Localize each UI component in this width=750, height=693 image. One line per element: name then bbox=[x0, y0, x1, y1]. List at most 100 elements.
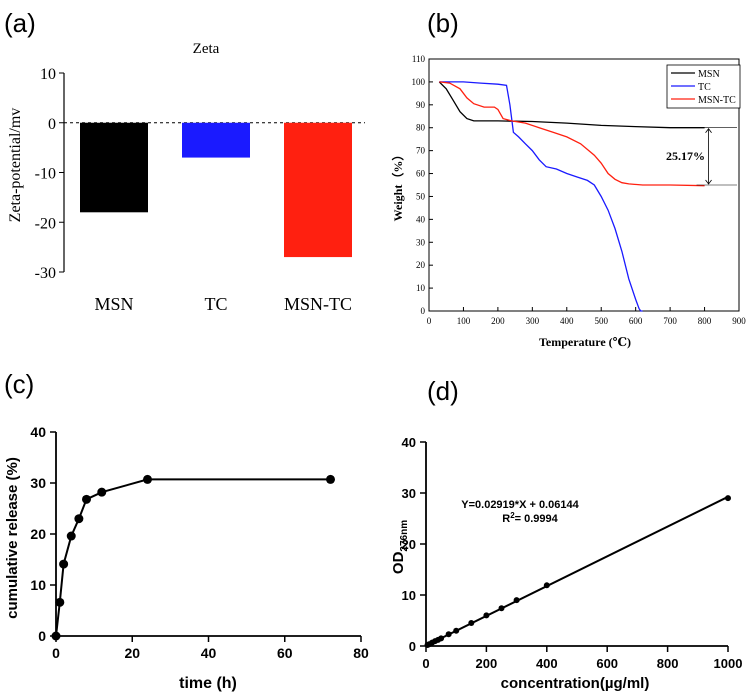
chart-c-point bbox=[97, 487, 107, 497]
chart-c-point bbox=[66, 531, 76, 541]
chart-a-ylabel: Zeta-potential/mv bbox=[7, 108, 24, 223]
chart-d-equation: Y=0.02919*X + 0.06144 bbox=[461, 499, 579, 511]
chart-b-xtick-label: 800 bbox=[698, 316, 712, 326]
chart-d-point bbox=[725, 495, 731, 502]
chart-c-xtick-label: 40 bbox=[201, 645, 217, 661]
chart-d-xtick-label: 200 bbox=[476, 656, 498, 671]
chart-d-ytick-label: 40 bbox=[402, 435, 416, 450]
chart-d-ytick-label: 0 bbox=[409, 639, 416, 654]
chart-b-xtick-label: 700 bbox=[663, 316, 677, 326]
chart-a-ytick-label: 0 bbox=[48, 116, 56, 133]
chart-b-xtick-label: 500 bbox=[594, 316, 608, 326]
chart-c-xtick-label: 20 bbox=[124, 645, 140, 661]
chart-c-point bbox=[59, 559, 69, 569]
chart-d-ylabel-main: OD bbox=[390, 551, 407, 574]
chart-b-ytick-label: 60 bbox=[416, 169, 426, 179]
chart-a-bar-msn bbox=[80, 122, 148, 213]
chart-d-ytick-label: 30 bbox=[402, 486, 416, 501]
chart-d-xtick-label: 0 bbox=[422, 656, 429, 671]
chart-d-point bbox=[438, 635, 445, 642]
chart-c-xtick-label: 60 bbox=[277, 645, 293, 661]
chart-c-ytick-label: 40 bbox=[30, 424, 46, 440]
chart-d-ytick-label: 20 bbox=[402, 537, 416, 552]
chart-a-ytick-label: -20 bbox=[35, 215, 56, 232]
chart-c-point bbox=[55, 597, 65, 607]
panel-a-label: (a) bbox=[4, 8, 36, 38]
chart-a-category-label: TC bbox=[204, 294, 227, 314]
chart-a-ytick-label: 10 bbox=[40, 66, 56, 83]
chart-b-ytick-label: 30 bbox=[416, 237, 426, 247]
chart-d-xlabel: concentration(µg/ml) bbox=[501, 675, 650, 692]
chart-a-category-label: MSN bbox=[94, 294, 133, 314]
panel-c-label: (c) bbox=[4, 369, 34, 399]
chart-d-point bbox=[453, 627, 460, 634]
chart-d-ylabel-sub: 276nm bbox=[399, 520, 410, 552]
chart-b-series-msn bbox=[438, 81, 705, 129]
chart-b: Temperature (℃) Weight（%） 0 100 200 300 400 5… bbox=[390, 54, 746, 349]
chart-d-r2-prefix: R bbox=[502, 513, 510, 525]
chart-b-series-tc bbox=[439, 81, 643, 312]
chart-b-arrowhead-down bbox=[705, 179, 712, 185]
chart-d-point bbox=[445, 631, 452, 638]
chart-d-point bbox=[543, 582, 550, 589]
chart-c-point bbox=[82, 494, 91, 504]
chart-a: Zeta Zeta-potential/mv 10 0 -10 -20 -30 MSN TC… bbox=[7, 41, 365, 314]
chart-d-r2-value: = 0.9994 bbox=[515, 513, 559, 525]
chart-b-ytick-label: 80 bbox=[416, 123, 426, 133]
chart-d-fit-line bbox=[425, 495, 729, 647]
chart-b-ytick-label: 90 bbox=[416, 100, 426, 110]
chart-b-series-msn-tc bbox=[439, 81, 705, 187]
chart-c-series-line bbox=[55, 478, 331, 637]
chart-b-xtick-label: 600 bbox=[629, 316, 643, 326]
chart-d: concentration(µg/ml) OD276nm Y=0.02919*X… bbox=[390, 435, 742, 692]
chart-d-point bbox=[498, 605, 505, 612]
panel-b-label: (b) bbox=[427, 8, 459, 38]
chart-b-annotation: 25.17% bbox=[666, 149, 705, 163]
chart-d-r2: R2= 0.9994 bbox=[502, 511, 558, 525]
chart-a-title: Zeta bbox=[193, 41, 220, 57]
chart-a-ytick-label: -30 bbox=[35, 265, 56, 282]
chart-b-ytick-label: 110 bbox=[412, 54, 426, 64]
chart-d-r2-sup: 2 bbox=[510, 511, 515, 520]
panel-d-label: (d) bbox=[427, 376, 459, 406]
chart-d-xtick-label: 400 bbox=[536, 656, 558, 671]
chart-c: time (h) cumulative release (%) 0 20 40 60 8… bbox=[4, 424, 369, 692]
chart-c-ylabel: cumulative release (%) bbox=[4, 457, 21, 619]
chart-b-ylabel: Weight（%） bbox=[390, 149, 405, 222]
chart-a-bar-msn-tc bbox=[284, 122, 352, 258]
chart-b-ytick-label: 70 bbox=[416, 146, 426, 156]
chart-c-ytick-label: 30 bbox=[30, 475, 46, 491]
chart-b-xtick-label: 100 bbox=[457, 316, 471, 326]
chart-c-ytick-label: 0 bbox=[38, 628, 46, 644]
chart-b-xlabel: Temperature (℃) bbox=[539, 335, 631, 349]
chart-b-ytick-label: 20 bbox=[416, 260, 426, 270]
chart-d-point bbox=[513, 597, 520, 604]
legend-msntc-label: MSN-TC bbox=[698, 95, 736, 106]
chart-c-ytick-label: 10 bbox=[30, 577, 46, 593]
chart-a-ytick-label: -10 bbox=[35, 166, 56, 183]
chart-c-xtick-label: 0 bbox=[52, 645, 60, 661]
chart-b-ytick-label: 100 bbox=[412, 77, 426, 87]
chart-c-point bbox=[51, 631, 61, 641]
chart-d-point bbox=[468, 620, 475, 627]
chart-d-xtick-label: 600 bbox=[596, 656, 618, 671]
chart-c-ytick-label: 20 bbox=[30, 526, 46, 542]
chart-c-point bbox=[74, 514, 84, 524]
legend-tc-label: TC bbox=[698, 82, 711, 93]
chart-c-xlabel: time (h) bbox=[179, 675, 237, 692]
chart-c-xtick-label: 80 bbox=[353, 645, 369, 661]
chart-b-ytick-label: 50 bbox=[416, 191, 426, 201]
chart-d-xtick-label: 800 bbox=[657, 656, 679, 671]
chart-c-point bbox=[326, 474, 335, 484]
chart-d-xtick-label: 1000 bbox=[714, 656, 743, 671]
chart-b-xtick-label: 400 bbox=[560, 316, 574, 326]
chart-a-category-label: MSN-TC bbox=[284, 294, 352, 314]
legend-msn-label: MSN bbox=[698, 69, 720, 80]
chart-b-xtick-label: 0 bbox=[427, 316, 432, 326]
chart-b-xtick-label: 300 bbox=[526, 316, 540, 326]
chart-b-ytick-label: 40 bbox=[416, 214, 426, 224]
chart-b-frame bbox=[428, 58, 740, 312]
chart-b-ytick-label: 10 bbox=[416, 283, 426, 293]
chart-d-ylabel: OD276nm bbox=[390, 520, 410, 574]
